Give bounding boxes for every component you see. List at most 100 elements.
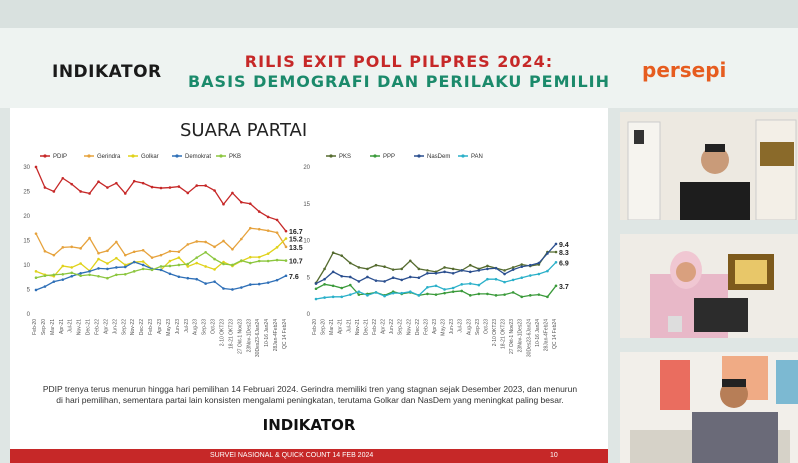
title-line-2: BASIS DEMOGRAFI DAN PERILAKU PEMILIH — [187, 72, 611, 91]
data-point — [177, 263, 181, 267]
data-point — [528, 274, 532, 277]
x-tick-label: Jun-23 — [175, 319, 181, 335]
y-tick-label: 5 — [27, 288, 31, 294]
data-point — [554, 250, 558, 254]
x-tick-label: Sep-20 — [321, 319, 327, 335]
data-point — [366, 267, 369, 271]
x-tick-label: Jun-23 — [449, 319, 455, 335]
data-point — [61, 246, 65, 249]
data-point — [61, 176, 65, 180]
data-point — [314, 287, 318, 291]
data-point — [222, 260, 225, 264]
data-point — [231, 191, 234, 195]
data-point — [366, 294, 369, 297]
y-tick-label: 25 — [23, 190, 30, 196]
data-point — [494, 266, 498, 270]
data-point — [177, 250, 181, 254]
data-point — [443, 270, 446, 274]
data-point — [426, 285, 429, 289]
data-point — [434, 284, 438, 288]
data-point — [106, 186, 109, 189]
data-point — [115, 181, 118, 185]
data-point — [52, 253, 56, 257]
data-point — [204, 184, 207, 187]
data-point — [79, 262, 82, 265]
legend-label: Golkar — [141, 154, 159, 160]
data-point — [34, 165, 38, 169]
x-tick-label: Feb-23 — [148, 319, 154, 335]
broadcast-header: INDIKATOR RILIS EXIT POLL PILPRES 2024: … — [0, 28, 798, 108]
data-point — [52, 273, 56, 277]
legend-label: Gerindra — [97, 154, 121, 160]
slide-description: PDIP trenya terus menurun hingga hari pe… — [42, 384, 578, 405]
data-point — [43, 274, 47, 278]
data-point — [546, 252, 549, 255]
data-point — [195, 261, 199, 265]
data-point — [477, 269, 481, 272]
data-point — [275, 231, 279, 234]
data-point — [61, 272, 65, 276]
data-point — [115, 266, 118, 269]
data-point — [97, 251, 100, 255]
x-tick-label: Sep-22 — [398, 319, 404, 335]
data-point — [204, 282, 207, 285]
data-point — [132, 270, 136, 273]
data-point — [88, 192, 91, 195]
data-point — [511, 278, 515, 282]
x-tick-label: 27 Okt-1 Nov23 — [237, 319, 243, 354]
slide-indikator-logo: INDIKATOR — [262, 416, 356, 434]
persepi-logo: persepi — [642, 58, 727, 82]
data-point — [52, 190, 56, 193]
x-tick-label: 23Nov-1Des23 — [246, 319, 252, 353]
x-tick-label: Oct-23 — [211, 319, 217, 334]
data-point — [348, 293, 352, 296]
data-point — [115, 256, 118, 260]
x-tick-label: 28Jan-4Feb24 — [273, 319, 279, 351]
data-point — [537, 261, 541, 265]
data-point — [400, 267, 404, 271]
footer-text: SURVEI NASIONAL & QUICK COUNT 14 FEB 202… — [210, 452, 374, 459]
data-point — [383, 280, 386, 283]
data-point — [213, 245, 216, 249]
data-point — [106, 249, 109, 253]
data-point — [79, 274, 82, 278]
data-point — [348, 275, 352, 279]
data-point — [408, 275, 412, 279]
data-point — [275, 278, 279, 282]
data-point — [511, 266, 515, 269]
data-point — [222, 262, 225, 266]
legend-marker — [461, 154, 465, 158]
data-point — [520, 276, 524, 280]
y-tick-label: 0 — [27, 312, 31, 318]
data-point — [460, 283, 464, 286]
series-line — [35, 227, 287, 259]
data-point — [383, 265, 386, 268]
x-tick-label: Feb-22 — [95, 319, 101, 335]
data-point — [168, 249, 172, 253]
data-point — [257, 259, 261, 263]
data-point — [323, 283, 326, 286]
data-point — [257, 282, 261, 286]
data-point — [451, 286, 455, 290]
data-point — [323, 267, 326, 271]
legend-marker — [373, 154, 377, 158]
data-point — [546, 269, 549, 273]
data-point — [222, 287, 225, 290]
data-point — [204, 240, 207, 244]
x-tick-label: Sep-23 — [202, 319, 208, 335]
data-point — [417, 294, 421, 297]
data-point — [141, 248, 145, 252]
data-point — [266, 252, 270, 256]
data-point — [79, 272, 82, 275]
y-tick-label: 10 — [303, 239, 310, 245]
data-point — [503, 272, 506, 276]
data-point — [266, 259, 270, 263]
legend-label: PAN — [471, 154, 483, 160]
data-point — [195, 277, 199, 281]
data-point — [70, 182, 74, 186]
x-tick-label: Dec-21 — [363, 319, 369, 335]
data-point — [348, 261, 352, 265]
data-point — [168, 272, 172, 276]
x-tick-label: Jun-22 — [389, 319, 395, 335]
data-point — [503, 293, 506, 296]
